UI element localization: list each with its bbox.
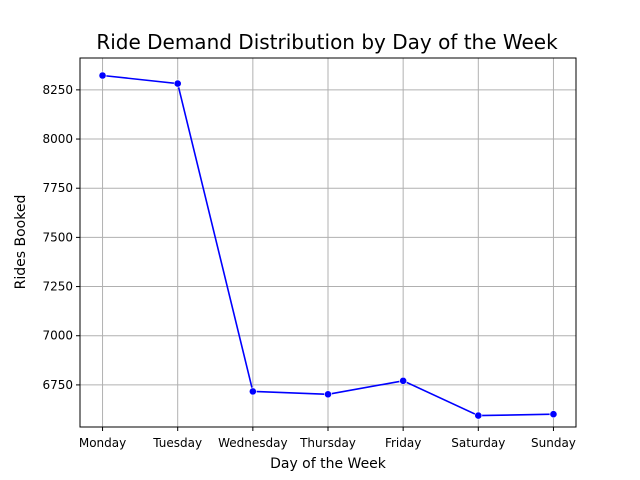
data-point [324, 390, 332, 399]
y-tick-label: 8000 [42, 132, 73, 146]
chart-title: Ride Demand Distribution by Day of the W… [96, 30, 558, 54]
plot-area-frame [79, 57, 577, 428]
x-tick-label: Monday [79, 436, 126, 450]
data-point [549, 410, 558, 419]
x-tick-label: Friday [385, 436, 421, 450]
tick-layer: Monday Tuesday Wednesday Thursday Friday Satu… [42, 83, 575, 450]
x-tick-label: Tuesday [152, 436, 202, 450]
y-tick-label: 8250 [42, 83, 73, 97]
y-tick-label: 7250 [42, 280, 73, 294]
data-point [474, 411, 483, 420]
series-layer [98, 71, 558, 420]
data-point [248, 387, 257, 396]
data-point [399, 376, 408, 385]
y-tick-label: 7750 [42, 181, 73, 195]
x-tick-label: Sunday [531, 436, 576, 450]
x-axis-label: Day of the Week [270, 456, 387, 472]
x-tick-label: Thursday [299, 436, 356, 450]
x-tick-label: Wednesday [218, 436, 287, 450]
data-point [173, 79, 182, 88]
y-tick-label: 7000 [42, 329, 73, 343]
data-point [98, 71, 107, 80]
y-tick-label: 7500 [42, 230, 73, 244]
y-axis-label: Rides Booked [13, 195, 29, 290]
x-tick-label: Saturday [451, 436, 505, 450]
y-tick-label: 6750 [42, 378, 73, 392]
grid-layer [80, 58, 576, 427]
